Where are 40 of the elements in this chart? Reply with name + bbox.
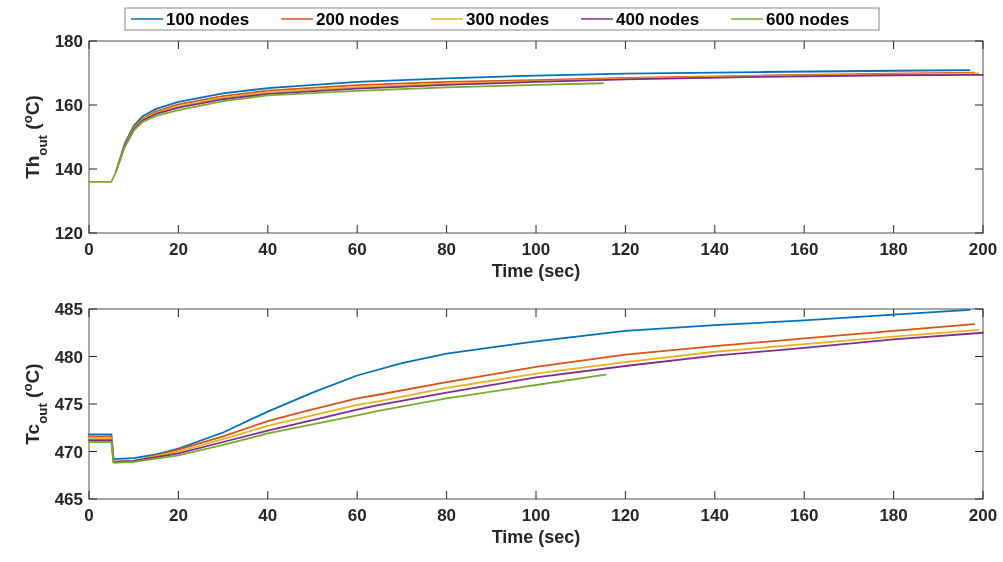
x-tick-label: 80	[437, 240, 457, 259]
x-tick-label: 160	[790, 506, 819, 525]
x-tick-label: 60	[347, 506, 367, 525]
x-axis-title: Time (sec)	[491, 261, 581, 281]
x-tick-label: 200	[968, 506, 998, 525]
x-tick-label: 40	[258, 506, 278, 525]
x-tick-label: 60	[347, 240, 367, 259]
x-axis-title: Time (sec)	[491, 527, 581, 547]
x-tick-label: 200	[968, 240, 998, 259]
legend-label: 400 nodes	[616, 10, 700, 29]
y-tick-label: 120	[54, 224, 83, 243]
y-tick-label: 485	[54, 300, 83, 319]
line-series	[88, 82, 604, 183]
x-tick-label: 80	[437, 506, 457, 525]
x-tick-label: 120	[611, 240, 640, 259]
y-tick-label: 480	[54, 347, 83, 367]
x-tick-label: 140	[700, 506, 729, 525]
x-tick-label: 20	[168, 240, 188, 259]
x-tick-label: 20	[168, 506, 188, 525]
y-tick-label: 180	[54, 32, 83, 51]
x-tick-label: 0	[84, 240, 94, 259]
legend-label: 200 nodes	[316, 10, 400, 29]
line-series	[88, 373, 607, 464]
legend-label: 300 nodes	[466, 10, 550, 29]
y-tick-label: 465	[54, 490, 83, 509]
x-tick-label: 0	[84, 506, 94, 525]
x-tick-label: 100	[521, 240, 551, 259]
x-tick-label: 180	[879, 240, 908, 259]
x-tick-label: 40	[258, 240, 278, 259]
x-tick-label: 100	[521, 506, 551, 525]
x-tick-label: 160	[790, 240, 819, 259]
y-tick-label: 140	[54, 160, 83, 179]
x-tick-label: 120	[611, 506, 640, 525]
legend-label: 600 nodes	[766, 10, 850, 29]
legend-label: 100 nodes	[166, 10, 250, 29]
y-tick-label: 475	[54, 395, 83, 414]
x-tick-label: 140	[700, 240, 729, 259]
y-tick-label: 470	[54, 442, 83, 462]
x-tick-label: 180	[879, 506, 908, 525]
y-tick-label: 160	[54, 96, 83, 115]
